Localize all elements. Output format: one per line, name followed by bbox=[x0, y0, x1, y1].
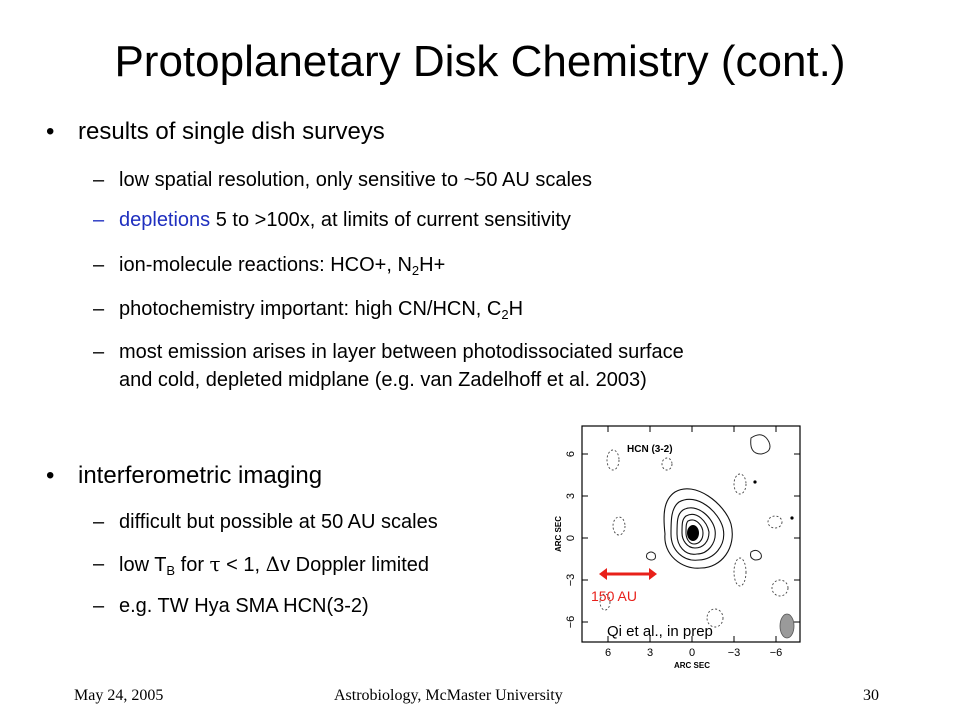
x-tick-label: 6 bbox=[605, 647, 611, 659]
footer-venue: Astrobiology, McMaster University bbox=[334, 687, 563, 704]
sub-item-text-line1: most emission arises in layer between ph… bbox=[119, 341, 684, 363]
bullet-label: interferometric imaging bbox=[78, 462, 323, 489]
tau-symbol: τ bbox=[209, 552, 221, 576]
y-tick-label: −3 bbox=[565, 574, 577, 587]
marker-dot bbox=[790, 516, 794, 520]
dash: – bbox=[93, 169, 105, 191]
text-part: H bbox=[508, 298, 524, 320]
marker-dot bbox=[753, 480, 757, 484]
y-tick-label: 0 bbox=[565, 535, 577, 541]
hcn-contour-figure: HCN (3-2) 6 3 0 −3 −6 ARC SEC 6 3 0 −3 −… bbox=[554, 422, 805, 670]
sub-item-text: difficult but possible at 50 AU scales bbox=[119, 511, 438, 533]
delta-symbol: Δ bbox=[265, 552, 281, 576]
dash: – bbox=[93, 254, 105, 276]
figure-credit: Qi et al., in prep bbox=[607, 623, 713, 640]
depletions-highlight: depletions bbox=[119, 209, 211, 231]
y-tick-labels: 6 3 0 −3 −6 bbox=[565, 451, 577, 628]
negative-contours bbox=[599, 449, 789, 628]
dash: – bbox=[93, 209, 105, 231]
x-tick-label: −6 bbox=[770, 647, 783, 659]
weak-contours bbox=[646, 434, 771, 561]
text-part: for bbox=[175, 554, 210, 576]
x-axis-label: ARC SEC bbox=[674, 661, 710, 670]
text-part: low T bbox=[119, 554, 167, 576]
footer-date: May 24, 2005 bbox=[74, 687, 164, 704]
text-part: H+ bbox=[419, 254, 446, 276]
subscript: B bbox=[166, 563, 176, 578]
plot-frame bbox=[581, 425, 801, 643]
source-peak bbox=[687, 525, 699, 541]
text-part: v Doppler limited bbox=[280, 554, 430, 576]
x-tick-marks bbox=[607, 426, 777, 642]
x-tick-label: −3 bbox=[728, 647, 741, 659]
y-axis-label: ARC SEC bbox=[555, 516, 563, 552]
dash: – bbox=[93, 511, 105, 533]
bullet-dot: • bbox=[46, 118, 55, 145]
subscript: 2 bbox=[501, 307, 509, 322]
y-tick-label: 6 bbox=[565, 451, 577, 457]
dash: – bbox=[93, 298, 105, 320]
bullet-dot: • bbox=[46, 462, 55, 489]
contour-map: HCN (3-2) 6 3 0 −3 −6 ARC SEC 6 3 0 −3 −… bbox=[554, 422, 805, 670]
scale-bar-arrow bbox=[599, 568, 657, 580]
scale-bar-label: 150 AU bbox=[591, 588, 637, 604]
x-tick-labels: 6 3 0 −3 −6 bbox=[605, 647, 782, 659]
subscript: 2 bbox=[411, 263, 420, 278]
sub-item-text-line2: and cold, depleted midplane (e.g. van Za… bbox=[119, 369, 647, 391]
sub-item-text: low TB for τ < 1, Δv Doppler limited bbox=[119, 552, 429, 577]
dash: – bbox=[93, 553, 105, 575]
slide-title: Protoplanetary Disk Chemistry (cont.) bbox=[114, 37, 846, 86]
y-tick-marks bbox=[582, 453, 800, 623]
beam-ellipse bbox=[779, 613, 795, 639]
text-part: < 1, bbox=[220, 554, 266, 576]
sub-item-text: ion-molecule reactions: HCO+, N2H+ bbox=[119, 253, 445, 277]
y-tick-label: −6 bbox=[565, 616, 577, 629]
dash: – bbox=[93, 341, 105, 363]
sub-item-text: low spatial resolution, only sensitive t… bbox=[119, 169, 593, 191]
depletions-rest: 5 to >100x, at limits of current sensiti… bbox=[210, 209, 571, 231]
sub-item-text: photochemistry important: high CN/HCN, C… bbox=[119, 297, 523, 321]
dash: – bbox=[93, 595, 105, 617]
x-tick-label: 0 bbox=[689, 647, 695, 659]
x-tick-label: 3 bbox=[647, 647, 653, 659]
y-tick-label: 3 bbox=[565, 493, 577, 499]
sub-item-text: depletions 5 to >100x, at limits of curr… bbox=[119, 208, 571, 232]
text-part: ion-molecule reactions: HCO+, N bbox=[119, 254, 412, 276]
source-contours bbox=[663, 488, 733, 569]
text-part: photochemistry important: high CN/HCN, C bbox=[119, 298, 502, 320]
panel-label: HCN (3-2) bbox=[627, 444, 673, 455]
sub-item-text: e.g. TW Hya SMA HCN(3-2) bbox=[119, 595, 369, 617]
footer-page-number: 30 bbox=[863, 687, 879, 704]
bullet-label: results of single dish surveys bbox=[78, 118, 385, 145]
